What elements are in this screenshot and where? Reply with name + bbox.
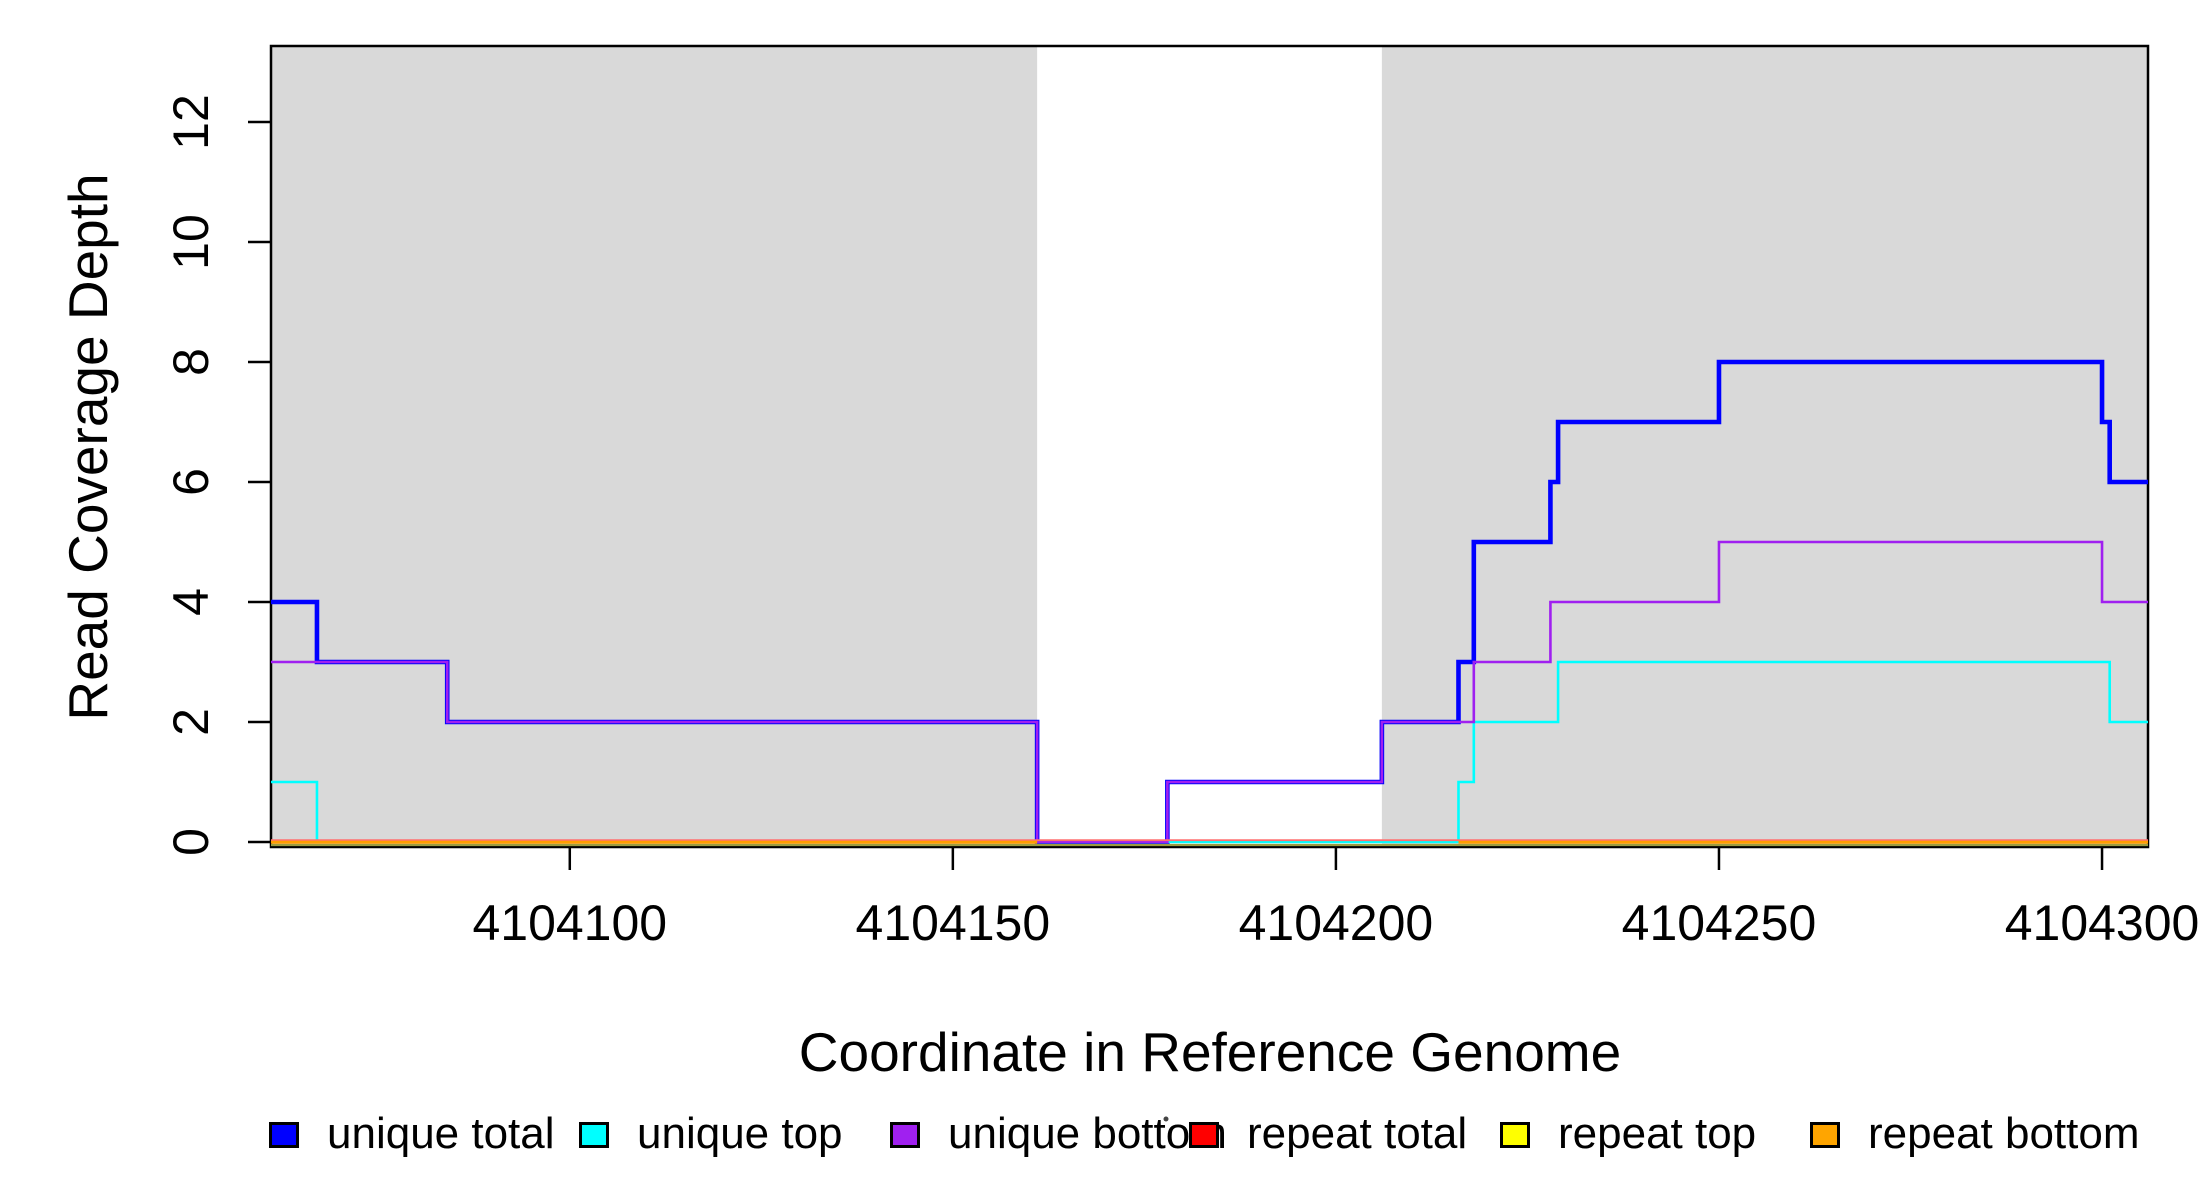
legend-swatch-unique-total xyxy=(269,1122,299,1148)
x-tick-label: 4104150 xyxy=(855,895,1051,951)
plot-border xyxy=(269,44,2150,849)
legend-label-repeat-bottom: repeat bottom xyxy=(1868,1109,2140,1158)
y-tick-label: 4 xyxy=(163,588,219,616)
legend-label-repeat-total: repeat total xyxy=(1247,1109,1468,1158)
y-axis-title: Read Coverage Depth xyxy=(57,173,119,721)
y-tick-label: 6 xyxy=(163,468,219,496)
legend-label-unique-total: unique total xyxy=(327,1109,555,1158)
stray-dot xyxy=(1163,1116,1169,1122)
legend-swatch-repeat-bottom xyxy=(1810,1122,1840,1148)
series-line-unique-top xyxy=(271,660,2148,844)
legend-swatch-unique-bottom xyxy=(890,1122,920,1148)
legend-label-unique-bottom: unique bottom xyxy=(948,1109,1227,1158)
y-tick-label: 10 xyxy=(163,214,219,270)
y-tick-label: 0 xyxy=(163,828,219,856)
y-tick-label: 12 xyxy=(163,94,219,150)
legend-label-repeat-top: repeat top xyxy=(1558,1109,1757,1158)
y-tick-label: 8 xyxy=(163,348,219,376)
shaded-region-right xyxy=(1381,47,2148,846)
shaded-region-left xyxy=(271,47,1038,846)
series-line-unique-bottom xyxy=(271,540,2148,844)
x-tick-label: 4104250 xyxy=(1621,895,1817,951)
y-tick-label: 2 xyxy=(163,708,219,736)
legend-swatch-repeat-top xyxy=(1500,1122,1530,1148)
legend-swatch-repeat-total xyxy=(1189,1122,1219,1148)
x-tick-label: 4104100 xyxy=(472,895,668,951)
x-axis-title: Coordinate in Reference Genome xyxy=(798,1021,1622,1083)
legend-label-unique-top: unique top xyxy=(637,1109,843,1158)
x-tick-label: 4104200 xyxy=(1238,895,1434,951)
legend-swatch-unique-top xyxy=(579,1122,609,1148)
x-tick-label: 4104300 xyxy=(2004,895,2200,951)
